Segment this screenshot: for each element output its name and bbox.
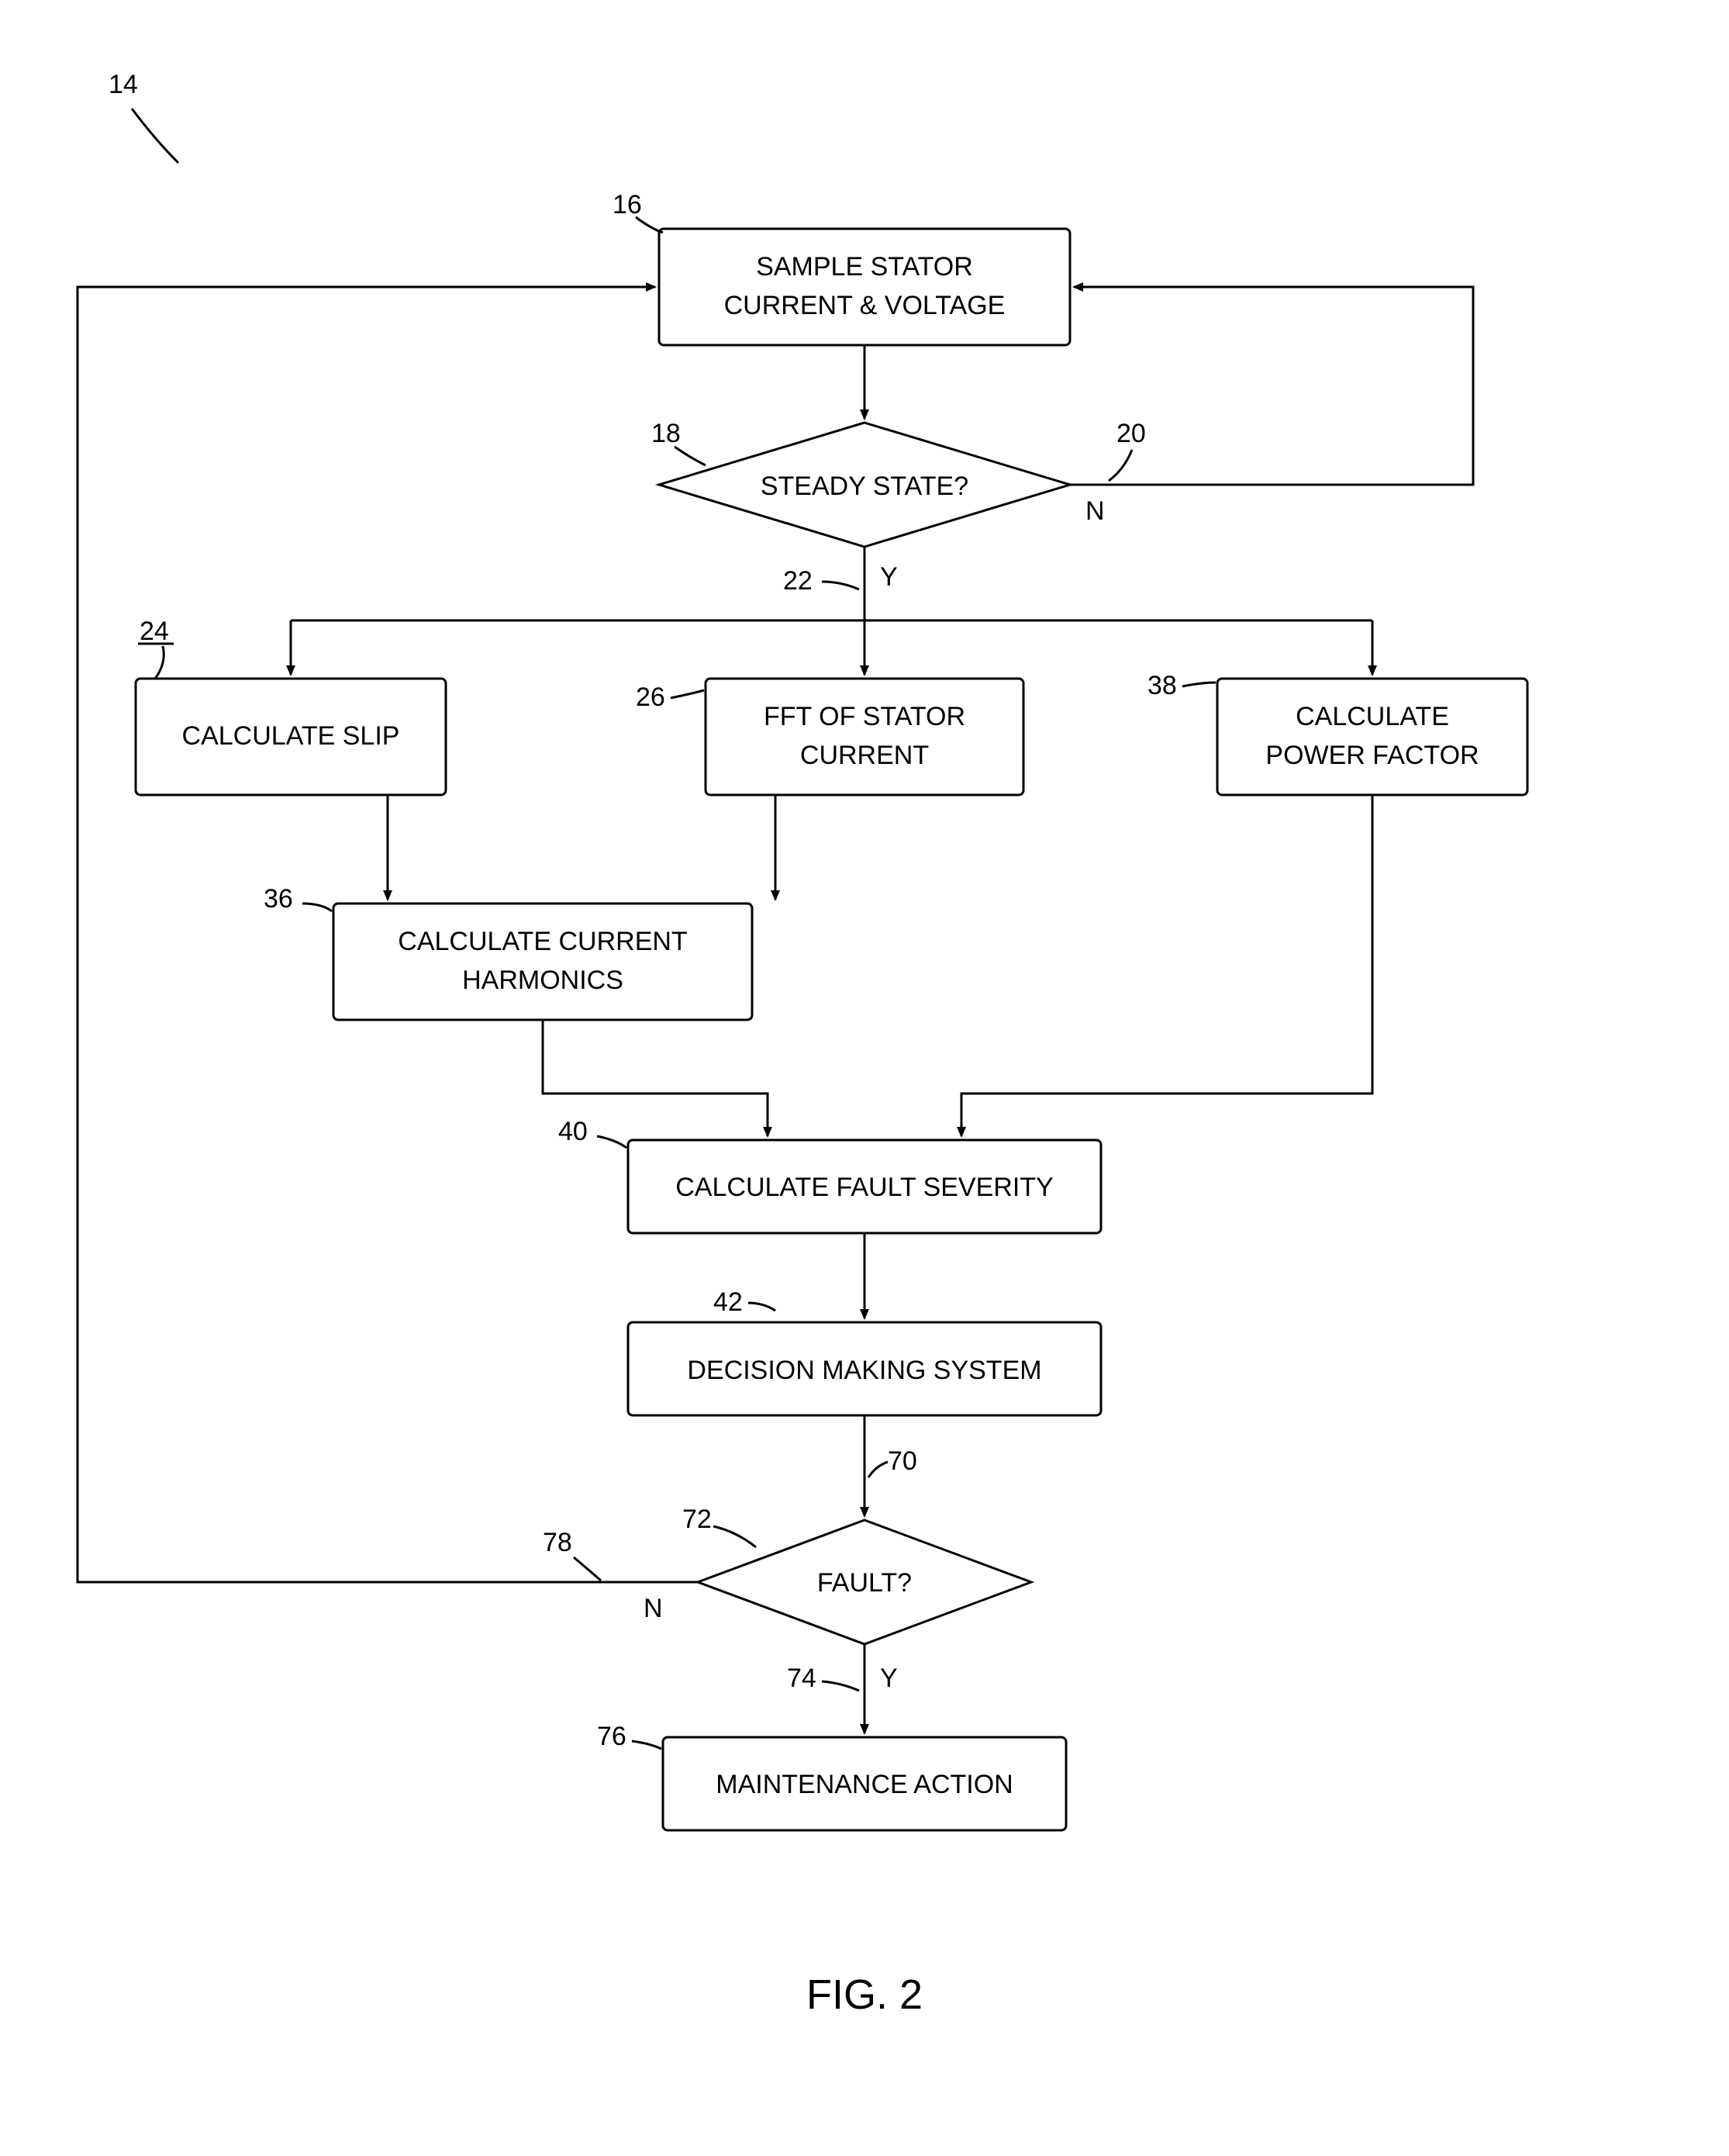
ref-36: 36	[264, 884, 293, 914]
node-calc-slip-text: CALCULATE SLIP	[182, 721, 400, 751]
ref-38: 38	[1147, 671, 1177, 700]
node-fft-line2: CURRENT	[800, 741, 929, 770]
diagram-ref-14: 14	[109, 70, 138, 99]
node-steady-state-text: STEADY STATE?	[761, 472, 968, 501]
label-Y-74: Y	[880, 1664, 898, 1693]
ref-76: 76	[597, 1722, 626, 1751]
leader-70	[868, 1462, 888, 1477]
leader-18	[675, 447, 706, 465]
node-harmonics	[333, 904, 752, 1020]
node-sample-stator-line2: CURRENT & VOLTAGE	[724, 291, 1006, 320]
ref-40: 40	[558, 1117, 588, 1146]
ref-42: 42	[713, 1287, 743, 1317]
leader-16	[636, 217, 663, 233]
leader-20	[1109, 450, 1132, 481]
label-N-78: N	[644, 1594, 663, 1623]
leader-78	[574, 1557, 601, 1581]
leader-38	[1182, 682, 1216, 686]
leader-22	[822, 582, 859, 589]
node-decision-system-text: DECISION MAKING SYSTEM	[687, 1356, 1041, 1385]
node-fault-text: FAULT?	[817, 1568, 912, 1598]
node-sample-stator	[659, 229, 1070, 345]
ref-78: 78	[543, 1528, 572, 1557]
node-fft-line1: FFT OF STATOR	[764, 702, 965, 731]
ref-18: 18	[651, 419, 681, 448]
ref-20: 20	[1116, 419, 1146, 448]
leader-24	[155, 646, 164, 679]
node-harmonics-line1: CALCULATE CURRENT	[398, 927, 687, 956]
node-fault-severity-text: CALCULATE FAULT SEVERITY	[675, 1173, 1053, 1202]
node-power-factor-line1: CALCULATE	[1296, 702, 1449, 731]
leader-36	[302, 904, 332, 911]
node-harmonics-line2: HARMONICS	[462, 966, 623, 995]
ref-70: 70	[888, 1446, 917, 1476]
node-maintenance-text: MAINTENANCE ACTION	[716, 1770, 1013, 1799]
leader-26	[671, 690, 704, 698]
node-power-factor	[1217, 679, 1527, 795]
leader-14	[132, 109, 178, 163]
ref-16: 16	[613, 190, 642, 219]
node-power-factor-line2: POWER FACTOR	[1265, 741, 1479, 770]
leader-40	[597, 1136, 626, 1148]
ref-22: 22	[783, 566, 813, 596]
arrow-38-40	[961, 795, 1372, 1136]
node-sample-stator-line1: SAMPLE STATOR	[756, 252, 973, 282]
label-Y-22: Y	[880, 562, 898, 592]
ref-72: 72	[682, 1505, 712, 1534]
label-N-20: N	[1085, 496, 1105, 526]
figure-label: FIG. 2	[806, 1971, 923, 2018]
leader-72	[713, 1526, 756, 1547]
ref-74: 74	[787, 1664, 816, 1693]
node-fft	[706, 679, 1023, 795]
leader-42	[748, 1303, 775, 1311]
ref-26: 26	[636, 682, 665, 712]
ref-24: 24	[140, 617, 169, 646]
leader-76	[632, 1741, 661, 1749]
flowchart: 14 SAMPLE STATOR CURRENT & VOLTAGE 16 ST…	[0, 0, 1729, 2156]
leader-74	[822, 1681, 859, 1691]
